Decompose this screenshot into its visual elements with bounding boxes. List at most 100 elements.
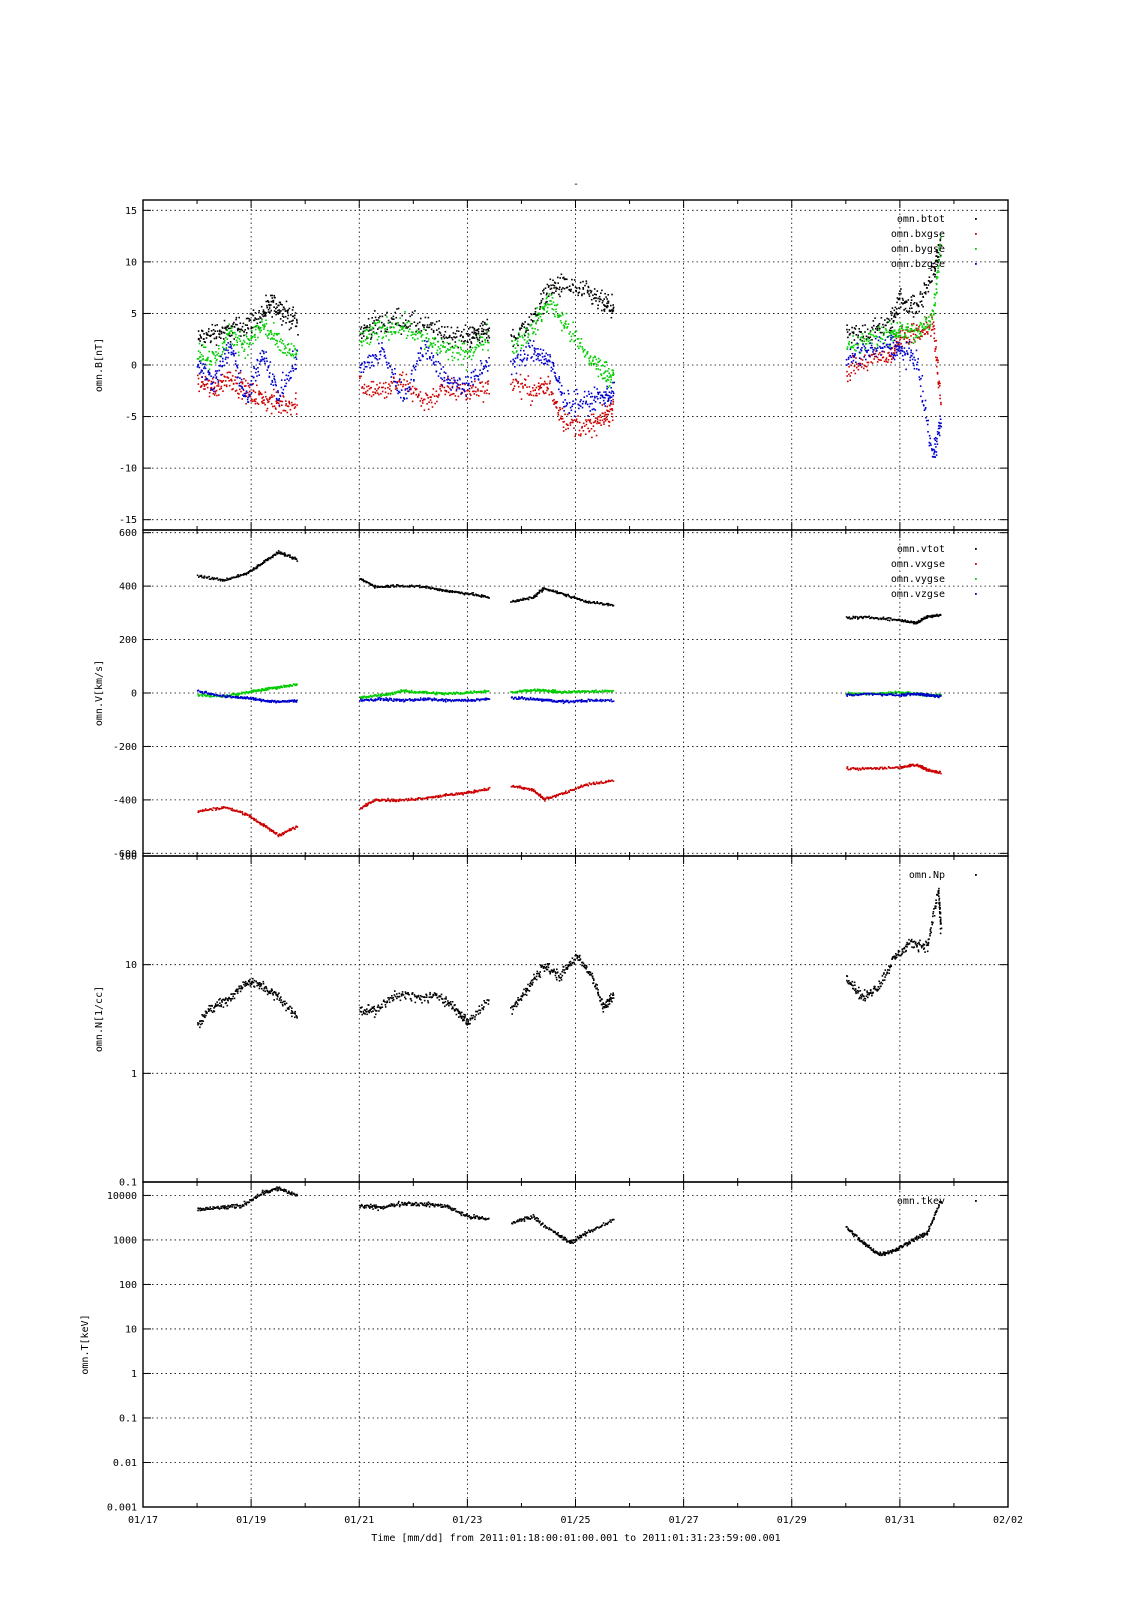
- data-point: [450, 389, 452, 391]
- data-point: [590, 423, 592, 425]
- data-point: [458, 384, 460, 386]
- data-point: [927, 431, 929, 433]
- data-point: [613, 310, 615, 312]
- data-point: [929, 769, 931, 771]
- data-point: [262, 396, 264, 398]
- data-point: [228, 328, 230, 330]
- data-point: [537, 348, 539, 350]
- data-point: [916, 350, 918, 352]
- data-point: [251, 332, 253, 334]
- data-point: [512, 363, 514, 365]
- data-point: [923, 296, 925, 298]
- data-point: [412, 401, 414, 403]
- data-point: [366, 366, 368, 368]
- data-point: [904, 353, 906, 355]
- data-point: [887, 336, 889, 338]
- data-point: [906, 350, 908, 352]
- data-point: [366, 325, 368, 327]
- data-point: [543, 797, 545, 799]
- data-point: [266, 307, 268, 309]
- data-point: [545, 383, 547, 385]
- data-point: [563, 426, 565, 428]
- data-point: [521, 347, 523, 349]
- data-point: [853, 768, 855, 770]
- data-point: [284, 352, 286, 354]
- data-point: [420, 360, 422, 362]
- data-point: [882, 347, 884, 349]
- data-point: [370, 326, 372, 328]
- data-point: [203, 333, 205, 335]
- data-point: [452, 360, 454, 362]
- data-point: [216, 808, 218, 810]
- data-point: [565, 429, 567, 431]
- data-point: [390, 586, 392, 588]
- data-point: [540, 385, 542, 387]
- data-point: [207, 360, 209, 362]
- data-point: [579, 288, 581, 290]
- data-point: [874, 332, 876, 334]
- data-point: [886, 318, 888, 320]
- data-point: [925, 293, 927, 295]
- data-point: [210, 389, 212, 391]
- data-point: [379, 316, 381, 318]
- data-point: [244, 349, 246, 351]
- data-point: [860, 364, 862, 366]
- data-point: [919, 338, 921, 340]
- data-point: [906, 329, 908, 331]
- data-point: [267, 367, 269, 369]
- data-point: [379, 382, 381, 384]
- data-point: [482, 331, 484, 333]
- data-point: [400, 326, 402, 328]
- data-point: [417, 333, 419, 335]
- data-point: [225, 337, 227, 339]
- data-point: [255, 372, 257, 374]
- data-point: [363, 388, 365, 390]
- data-point: [856, 367, 858, 369]
- data-point: [472, 347, 474, 349]
- data-point: [269, 830, 271, 832]
- data-point: [222, 347, 224, 349]
- data-point: [221, 354, 223, 356]
- data-point: [483, 344, 485, 346]
- data-point: [908, 348, 910, 350]
- data-point: [572, 400, 574, 402]
- data-point: [533, 360, 535, 362]
- data-point: [887, 617, 889, 619]
- data-point: [419, 585, 421, 587]
- data-point: [437, 588, 439, 590]
- data-point: [485, 360, 487, 362]
- data-point: [212, 389, 214, 391]
- data-point: [853, 333, 855, 335]
- data-point: [848, 357, 850, 359]
- data-point: [230, 808, 232, 810]
- data-point: [558, 289, 560, 291]
- data-point: [208, 331, 210, 333]
- data-point: [873, 353, 875, 355]
- data-point: [257, 360, 259, 362]
- data-point: [922, 306, 924, 308]
- data-point: [221, 366, 223, 368]
- data-point: [216, 372, 218, 374]
- data-point: [210, 696, 212, 698]
- data-point: [236, 383, 238, 385]
- data-point: [545, 287, 547, 289]
- data-point: [260, 392, 262, 394]
- data-point: [597, 602, 599, 604]
- data-point: [613, 401, 615, 403]
- data-point: [245, 385, 247, 387]
- data-point: [593, 400, 595, 402]
- data-point: [270, 687, 272, 689]
- data-point: [572, 422, 574, 424]
- data-point: [861, 366, 863, 368]
- data-point: [912, 359, 914, 361]
- data-point: [276, 343, 278, 345]
- data-point: [557, 412, 559, 414]
- data-point: [916, 335, 918, 337]
- panel-1-grid: [143, 200, 1008, 530]
- data-point: [259, 322, 261, 324]
- data-point: [281, 835, 283, 837]
- data-point: [879, 352, 881, 354]
- data-point: [271, 316, 273, 318]
- data-point: [257, 371, 259, 373]
- data-point: [240, 370, 242, 372]
